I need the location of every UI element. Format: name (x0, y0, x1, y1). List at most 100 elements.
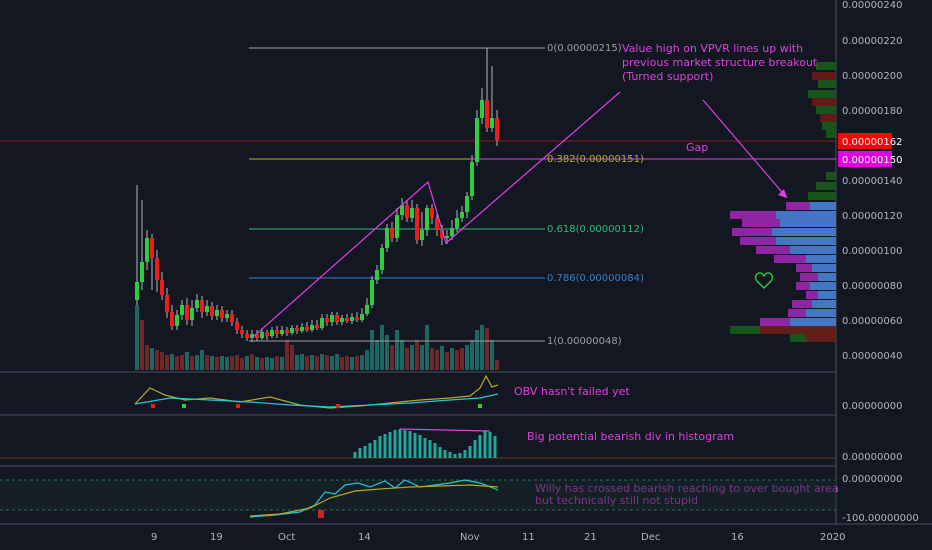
time-label: Dec (641, 532, 660, 543)
candle-body (420, 230, 424, 240)
price-label: 0.00000120 (842, 211, 902, 222)
histogram-bar (353, 452, 357, 458)
price-label: 0.00000080 (842, 281, 902, 292)
vpvr-row (806, 255, 836, 263)
histogram-bar (398, 429, 402, 458)
volume-bar (355, 356, 359, 370)
volume-bar (445, 352, 449, 370)
volume-bar (340, 357, 344, 370)
volume-bar (200, 350, 204, 370)
volume-bar (475, 330, 479, 370)
candle-body (215, 310, 219, 316)
candle-body (450, 228, 454, 236)
volume-bar (230, 356, 234, 370)
volume-bar (320, 354, 324, 370)
candle-body (330, 315, 334, 322)
volume-bar (170, 354, 174, 370)
histogram-bar (423, 438, 427, 458)
trendlines[interactable] (251, 91, 788, 339)
histogram-bar (438, 447, 442, 458)
candle-body (375, 270, 379, 280)
vpvr-row (790, 318, 836, 326)
candle-body (250, 334, 254, 338)
candle-body (140, 262, 144, 282)
candle-body (135, 282, 139, 300)
histogram-bar (383, 434, 387, 458)
volume-bar (305, 356, 309, 370)
candle-body (360, 314, 364, 320)
volume-bar (375, 340, 379, 370)
time-label: 2020 (820, 532, 845, 543)
candle-body (495, 118, 499, 140)
candle-body (155, 258, 159, 280)
candle-body (345, 318, 349, 321)
candle-body (195, 300, 199, 308)
volume-bar (135, 305, 139, 370)
candle-body (460, 212, 464, 218)
candle-body (430, 208, 434, 218)
volume-bar (245, 356, 249, 370)
histogram-note: Big potential bearish div in histogram (527, 430, 734, 443)
vpvr-row (776, 237, 836, 245)
volume-bar (420, 345, 424, 370)
volume-bar (450, 348, 454, 370)
volume-bar (175, 356, 179, 370)
volume-bar (425, 325, 429, 370)
volume-bar (390, 345, 394, 370)
candle-body (165, 295, 169, 312)
time-label: 11 (522, 532, 535, 543)
candle-body (440, 230, 444, 238)
volume-bar (485, 328, 489, 370)
fib-label-1: 1(0.00000048) (547, 336, 622, 347)
volume-bar (300, 354, 304, 370)
histogram-bar (418, 435, 422, 458)
price-label: 0.00000100 (842, 246, 902, 257)
volume-bar (460, 348, 464, 370)
candle-body (325, 318, 329, 322)
candle-body (230, 314, 234, 322)
candle-body (405, 205, 409, 218)
candle-body (220, 310, 224, 318)
volume-bar (495, 360, 499, 370)
price-axis[interactable]: 0.00000240 0.00000220 0.00000200 0.00000… (838, 0, 902, 362)
volume-bars (135, 305, 499, 370)
obv-axis-label: 0.00000000 (842, 401, 902, 412)
candle-body (290, 328, 294, 333)
marked-price-value: 0.00000150 (842, 155, 902, 166)
candle-body (370, 280, 374, 305)
candle-body (180, 305, 184, 315)
vpvr-row (812, 264, 836, 272)
channel-trendline[interactable] (251, 91, 621, 339)
candle-body (435, 218, 439, 230)
vpvr-row (826, 130, 836, 138)
volume-bar (470, 340, 474, 370)
candle-body (270, 330, 274, 336)
candle-body (280, 330, 284, 334)
histogram-bar (483, 431, 487, 458)
candle-body (210, 306, 214, 316)
candle-body (365, 305, 369, 314)
vpvr-arrow-line[interactable] (702, 99, 788, 199)
volume-bar (335, 354, 339, 370)
price-label: 0.00000240 (842, 0, 902, 11)
histogram-bar (453, 454, 457, 458)
candle-body (315, 325, 319, 328)
willy-axis-top: 0.00000000 (842, 474, 902, 485)
volume-bar (150, 348, 154, 370)
candle-body (150, 238, 154, 258)
candle-body (425, 208, 429, 230)
price-candles (135, 48, 499, 342)
divergence-line (399, 428, 491, 432)
obv-panel (134, 374, 499, 409)
histogram-bar (448, 452, 452, 458)
candle-body (390, 228, 394, 238)
willy-signal-line (249, 484, 499, 517)
time-axis[interactable]: 9 19 Oct 14 Nov 11 21 Dec 16 2020 (151, 532, 845, 543)
obv-marker (182, 404, 186, 408)
current-price-value: 0.00000162 (842, 137, 902, 148)
candle-body (255, 334, 259, 338)
willy-marker (318, 510, 324, 518)
current-price-tag (838, 133, 892, 149)
volume-bar (275, 356, 279, 370)
